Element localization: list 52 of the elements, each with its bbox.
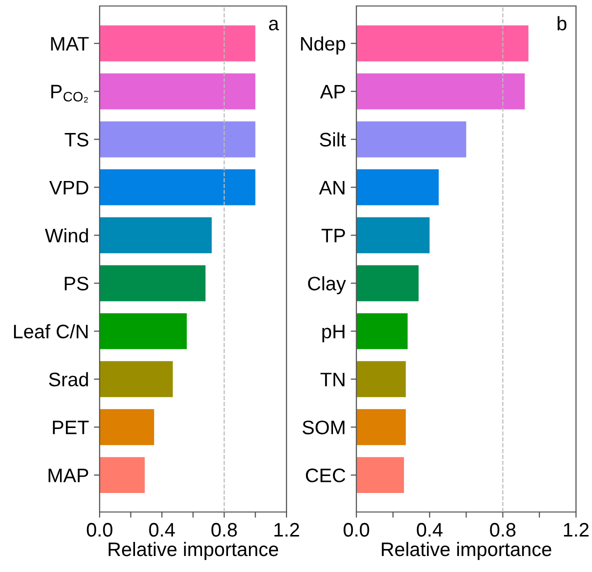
bar: [100, 409, 154, 446]
y-tick-label: Clay: [308, 276, 346, 294]
bar: [356, 25, 528, 62]
x-axis-title: Relative importance: [382, 542, 552, 560]
bar: [356, 73, 525, 110]
bar: [100, 457, 145, 494]
bar: [356, 169, 439, 206]
y-tick-label: Ndep: [301, 36, 346, 54]
bar: [100, 217, 212, 254]
x-tick-label: 0.4: [416, 522, 443, 537]
bar: [356, 361, 406, 398]
y-tick-label: TN: [320, 372, 344, 386]
annotation: b: [558, 16, 566, 30]
bar: [356, 409, 406, 446]
x-tick-label: 1.2: [274, 522, 300, 537]
x-tick-label: 0.0: [86, 522, 112, 537]
y-tick-label: PET: [52, 420, 89, 434]
y-tick-label: PS: [64, 276, 88, 290]
y-tick-label: Srad: [48, 372, 88, 386]
y-tick-label: MAP: [48, 468, 88, 482]
bar: [100, 169, 256, 206]
y-tick-label: P$_{CO₂}$: [51, 84, 88, 102]
x-tick-label: 0.8: [211, 522, 237, 537]
bar: [100, 313, 187, 350]
bar: [100, 121, 256, 158]
y-tick-label: CEC: [306, 468, 346, 482]
y-tick-label: Wind: [44, 228, 88, 242]
bar: [100, 73, 256, 110]
bar: [356, 265, 419, 302]
y-tick-label: Silt: [320, 132, 346, 147]
annotation: a: [269, 20, 280, 30]
bar: [356, 121, 466, 158]
y-tick-label: AP: [320, 85, 345, 98]
y-tick-label: Leaf C/N: [14, 324, 88, 338]
bar: [100, 25, 256, 62]
bar: [356, 313, 408, 350]
bar: [356, 217, 430, 254]
x-tick-label: 0.0: [344, 522, 370, 537]
bar: [100, 265, 206, 302]
x-tick-label: 0.4: [149, 522, 175, 537]
bar: [356, 457, 404, 494]
y-tick-label: TS: [64, 132, 88, 147]
y-tick-label: SOM: [302, 420, 344, 434]
x-axis-title: Relative importance: [108, 542, 278, 560]
bar: [100, 361, 173, 398]
y-tick-label: VPD: [49, 180, 88, 194]
y-tick-label: AN: [319, 180, 344, 194]
x-tick-label: 1.2: [564, 522, 589, 537]
y-tick-label: TP: [322, 228, 345, 242]
y-tick-label: pH: [322, 324, 344, 342]
y-tick-label: MAT: [51, 37, 89, 50]
x-tick-label: 0.8: [490, 522, 516, 537]
